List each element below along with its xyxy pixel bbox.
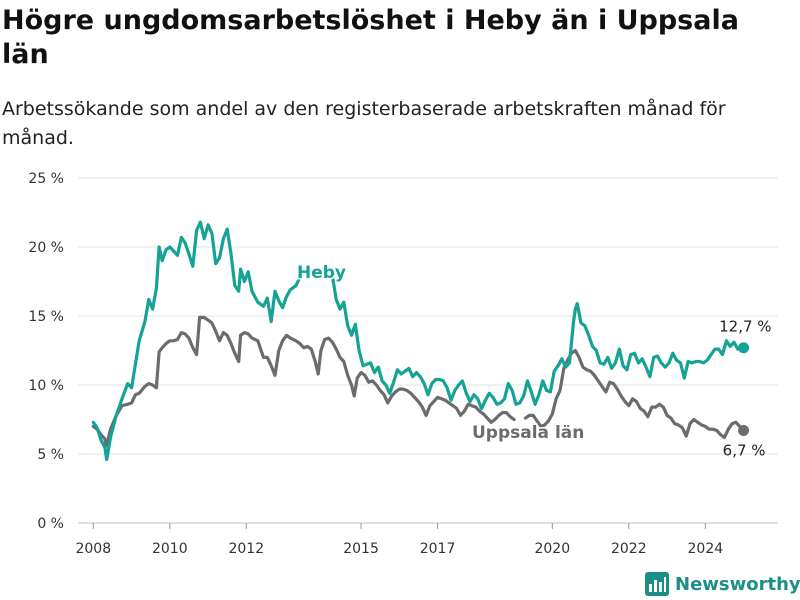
x-tick-label: 2024 xyxy=(688,541,724,557)
end-point-heby xyxy=(738,342,750,354)
brand-logo: Newsworthy xyxy=(645,570,800,598)
x-tick-label: 2015 xyxy=(343,541,379,557)
x-tick-label: 2012 xyxy=(228,541,264,557)
y-tick-label: 0 % xyxy=(37,516,64,532)
y-tick-label: 5 % xyxy=(37,447,64,463)
gridlines xyxy=(78,177,778,524)
y-tick-label: 15 % xyxy=(28,309,64,325)
series-lines xyxy=(91,220,750,462)
series-line-uppsala-segment-1 xyxy=(91,315,516,448)
series-label-uppsala: Uppsala län xyxy=(472,423,584,443)
chart-title: Högre ungdomsarbetslöshet i Heby än i Up… xyxy=(2,5,739,70)
y-axis-ticks: 0 % 5 % 10 % 15 % 20 % 25 % xyxy=(28,171,64,532)
x-tick-label: 2020 xyxy=(534,541,570,557)
end-label-heby: 12,7 % xyxy=(719,318,771,336)
series-label-heby: Heby xyxy=(297,263,346,283)
brand-name: Newsworthy xyxy=(675,573,800,595)
chart-subtitle: Arbetssökande som andel av den registerb… xyxy=(2,98,726,149)
x-tick-label: 2010 xyxy=(152,541,188,557)
series-labels: Heby Uppsala län 12,7 % 6,7 % xyxy=(296,262,772,460)
series-line-uppsala-segment-2 xyxy=(523,348,746,439)
chart-logo-icon xyxy=(645,572,669,596)
series-line-heby-segment-1 xyxy=(91,220,302,462)
x-axis-ticks: 2008 2010 2012 2015 2017 2020 2022 2024 xyxy=(75,523,723,557)
series-line-heby-segment-2 xyxy=(330,274,746,411)
y-tick-label: 25 % xyxy=(28,171,64,187)
y-tick-label: 20 % xyxy=(28,240,64,256)
x-tick-label: 2022 xyxy=(611,541,647,557)
x-tick-label: 2008 xyxy=(75,541,111,557)
x-tick-label: 2017 xyxy=(420,541,456,557)
end-label-uppsala: 6,7 % xyxy=(723,442,766,460)
y-tick-label: 10 % xyxy=(28,378,64,394)
end-point-uppsala xyxy=(738,425,750,437)
